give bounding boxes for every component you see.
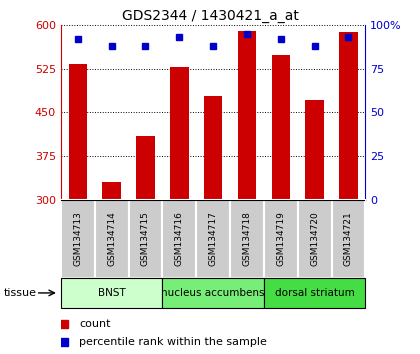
Bar — [331, 200, 365, 278]
Text: GSM134718: GSM134718 — [242, 211, 252, 267]
Text: GSM134721: GSM134721 — [344, 212, 353, 266]
Bar — [163, 200, 196, 278]
Bar — [61, 278, 163, 308]
Bar — [102, 182, 121, 200]
Text: GSM134714: GSM134714 — [107, 212, 116, 266]
Bar — [95, 200, 129, 278]
Text: GSM134717: GSM134717 — [209, 211, 218, 267]
Bar — [61, 200, 95, 278]
Bar — [339, 32, 358, 200]
Bar — [305, 99, 324, 200]
Text: tissue: tissue — [4, 288, 37, 298]
Bar — [163, 278, 264, 308]
Bar — [129, 200, 163, 278]
Bar — [264, 278, 365, 308]
Text: percentile rank within the sample: percentile rank within the sample — [79, 337, 267, 347]
Text: dorsal striatum: dorsal striatum — [275, 288, 354, 298]
Bar — [136, 136, 155, 200]
Bar — [204, 96, 223, 200]
Text: GSM134716: GSM134716 — [175, 211, 184, 267]
Bar — [68, 64, 87, 200]
Text: BNST: BNST — [98, 288, 126, 298]
Text: GSM134715: GSM134715 — [141, 211, 150, 267]
Text: GSM134713: GSM134713 — [74, 211, 82, 267]
Bar — [298, 200, 331, 278]
Text: nucleus accumbens: nucleus accumbens — [161, 288, 265, 298]
Bar — [196, 200, 230, 278]
Bar — [170, 67, 189, 200]
Bar — [264, 200, 298, 278]
Bar — [230, 200, 264, 278]
Text: GDS2344 / 1430421_a_at: GDS2344 / 1430421_a_at — [121, 9, 299, 23]
Text: count: count — [79, 319, 111, 329]
Bar — [271, 55, 290, 200]
Text: GSM134720: GSM134720 — [310, 212, 319, 266]
Bar — [238, 30, 256, 200]
Text: GSM134719: GSM134719 — [276, 211, 285, 267]
